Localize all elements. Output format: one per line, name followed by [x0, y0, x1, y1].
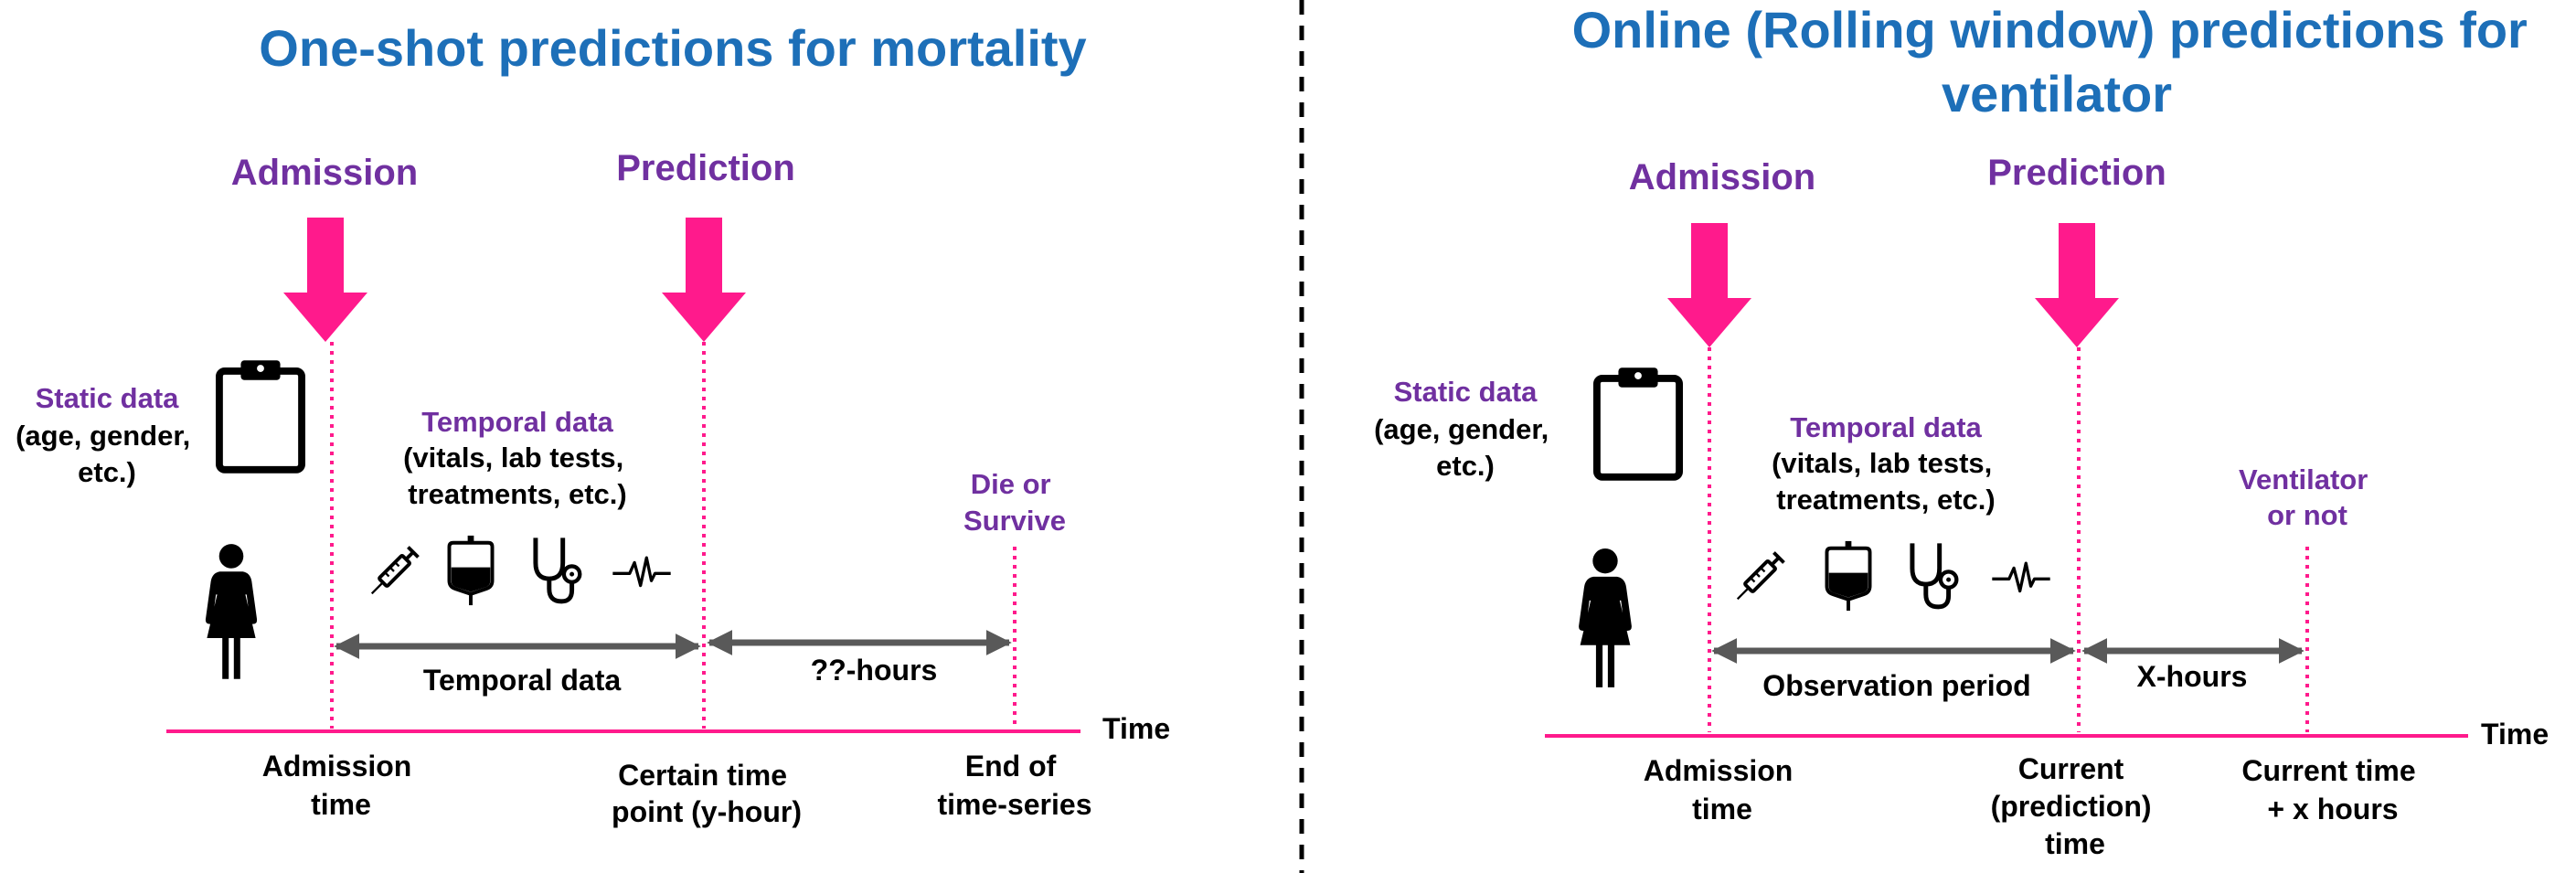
iv-bag-icon — [449, 536, 492, 605]
left-tick-admission-time: Admission time — [262, 750, 420, 821]
right-tick-current-plus-x: Current time + x hours — [2241, 754, 2423, 825]
heartbeat-icon — [612, 556, 672, 588]
stethoscope-icon — [1912, 543, 1956, 606]
heartbeat-icon — [1991, 561, 2051, 593]
right-temporal-desc: (vitals, lab tests, treatments, etc.) — [1772, 447, 2000, 516]
right-admission-label: Admission — [1629, 157, 1815, 197]
right-temporal-title: Temporal data — [1790, 411, 1982, 443]
person-icon — [205, 544, 258, 679]
left-admission-label: Admission — [231, 153, 418, 193]
left-outcome-label: Die or Survive — [963, 468, 1066, 537]
left-panel: One-shot predictions for mortality Admis… — [16, 19, 1170, 828]
left-temporal-desc: (vitals, lab tests, treatments, etc.) — [403, 442, 632, 510]
right-prediction-arrow — [2035, 223, 2119, 347]
left-tick-prediction-time: Certain time point (y-hour) — [612, 759, 802, 828]
person-icon — [1579, 548, 1632, 687]
clipboard-icon — [219, 360, 302, 470]
syringe-icon — [365, 545, 420, 601]
clipboard-icon — [1597, 367, 1679, 477]
right-tick-current-time: Current (prediction) time — [1991, 752, 2160, 860]
left-static-title: Static data — [36, 382, 180, 414]
right-time-axis-label: Time — [2481, 718, 2549, 751]
right-x-hours-span-label: X-hours — [2137, 660, 2248, 693]
left-static-desc: (age, gender, etc.) — [16, 420, 198, 488]
left-title: One-shot predictions for mortality — [259, 19, 1086, 77]
left-prediction-label: Prediction — [616, 148, 795, 188]
right-prediction-label: Prediction — [1987, 153, 2166, 193]
right-static-title: Static data — [1394, 376, 1538, 408]
syringe-icon — [1730, 550, 1786, 606]
right-admission-arrow — [1667, 223, 1751, 347]
left-tick-end-time: End of time-series — [938, 750, 1092, 821]
right-tick-admission-time: Admission time — [1644, 754, 1801, 825]
stethoscope-icon — [536, 538, 580, 601]
right-static-desc: (age, gender, etc.) — [1374, 413, 1557, 482]
right-panel: Online (Rolling window) predictions for … — [1374, 1, 2549, 860]
left-admission-arrow — [283, 218, 367, 342]
iv-bag-icon — [1826, 541, 1869, 611]
left-prediction-arrow — [662, 218, 746, 342]
right-title: Online (Rolling window) predictions for … — [1572, 1, 2542, 122]
left-temporal-title: Temporal data — [421, 406, 613, 438]
left-time-axis-label: Time — [1102, 712, 1170, 745]
left-hours-span-label: ??-hours — [811, 654, 938, 687]
left-temporal-span-label: Temporal data — [423, 664, 622, 697]
right-outcome-label: Ventilator or not — [2239, 463, 2376, 531]
right-observation-span-label: Observation period — [1762, 669, 2030, 702]
